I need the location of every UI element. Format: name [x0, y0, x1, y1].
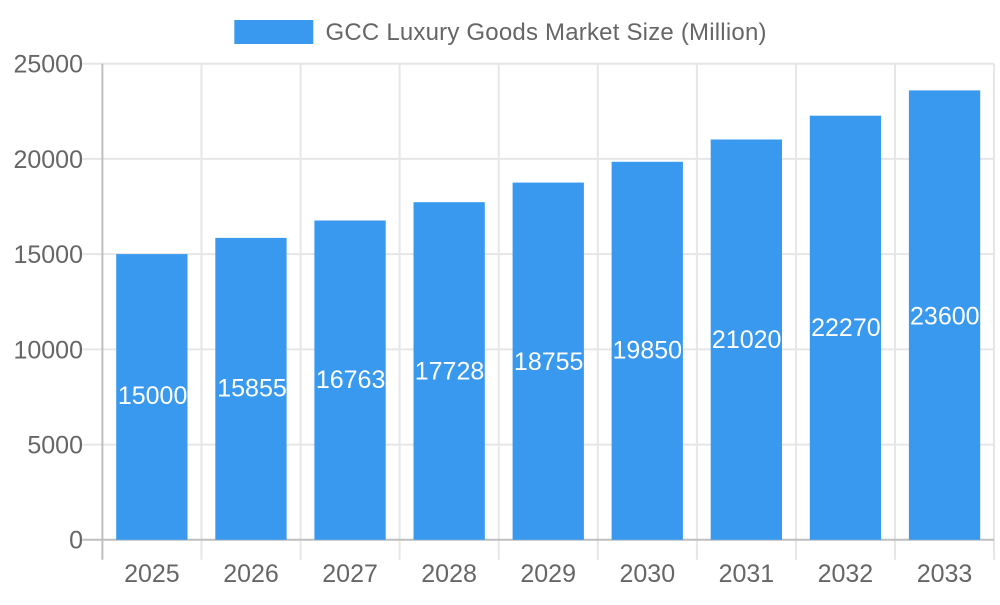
svg-text:2031: 2031 [719, 560, 775, 588]
svg-text:2027: 2027 [322, 560, 378, 588]
svg-text:18755: 18755 [514, 348, 584, 376]
svg-text:19850: 19850 [613, 337, 683, 365]
svg-text:2030: 2030 [619, 560, 675, 588]
svg-text:15000: 15000 [13, 241, 83, 269]
svg-text:15855: 15855 [217, 374, 287, 402]
svg-text:25000: 25000 [13, 51, 83, 79]
svg-text:17728: 17728 [415, 358, 485, 386]
svg-text:15000: 15000 [118, 382, 188, 410]
svg-text:2033: 2033 [917, 560, 973, 588]
svg-text:21020: 21020 [712, 326, 782, 354]
svg-text:20000: 20000 [13, 146, 83, 174]
svg-text:2029: 2029 [520, 560, 576, 588]
svg-text:2032: 2032 [818, 560, 874, 588]
svg-text:2026: 2026 [223, 560, 279, 588]
svg-text:0: 0 [69, 527, 83, 555]
svg-text:23600: 23600 [910, 303, 980, 331]
svg-text:16763: 16763 [316, 366, 386, 394]
svg-text:2025: 2025 [124, 560, 180, 588]
svg-text:5000: 5000 [27, 431, 83, 459]
svg-text:22270: 22270 [811, 314, 881, 342]
svg-text:GCC Luxury Goods Market Size (: GCC Luxury Goods Market Size (Million) [326, 19, 767, 46]
svg-text:2028: 2028 [421, 560, 477, 588]
svg-text:10000: 10000 [13, 336, 83, 364]
